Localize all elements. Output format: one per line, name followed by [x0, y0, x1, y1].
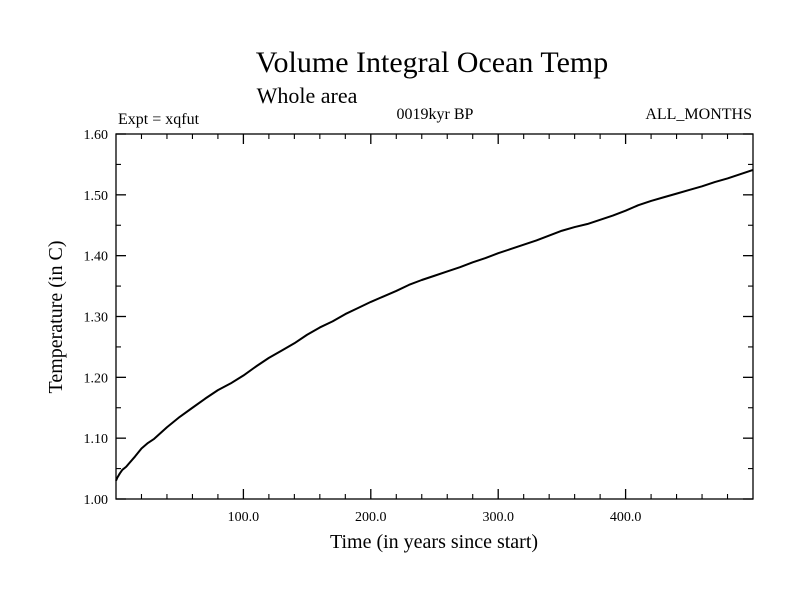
- y-tick-label: 1.40: [84, 250, 109, 265]
- experiment-label: Expt = xqfut: [118, 111, 200, 128]
- y-tick-label: 1.50: [84, 189, 109, 204]
- x-tick-label: 400.0: [610, 510, 642, 525]
- y-tick-label: 1.10: [84, 432, 109, 447]
- x-axis-label: Time (in years since start): [330, 531, 538, 553]
- y-axis-label: Temperature (in C): [45, 241, 67, 394]
- y-tick-label: 1.30: [84, 311, 109, 326]
- axes: 1.00 1.10 1.20 1.30 1.40 1.50 1.60 100.0 200.0 30…: [84, 128, 754, 525]
- y-tick-label: 1.20: [84, 371, 109, 386]
- plot-frame: [115, 133, 754, 500]
- series-group: [115, 168, 754, 482]
- y-tick-label: 1.60: [84, 128, 109, 143]
- x-tick-label: 300.0: [482, 510, 514, 525]
- months-label: ALL_MONTHS: [645, 106, 752, 123]
- chart-title: Volume Integral Ocean Temp: [256, 46, 609, 79]
- x-tick-label: 100.0: [228, 510, 260, 525]
- x-tick-label: 200.0: [355, 510, 387, 525]
- period-label: 0019kyr BP: [397, 106, 474, 123]
- temperature-series-line: [115, 168, 754, 482]
- chart-subtitle: Whole area: [257, 83, 358, 108]
- y-tick-label: 1.00: [84, 493, 109, 508]
